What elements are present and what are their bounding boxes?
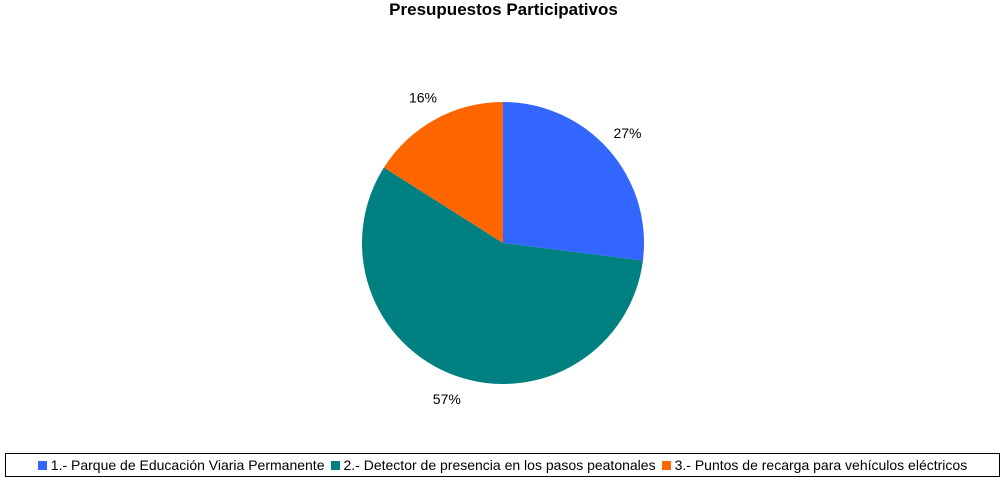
pie-labels: 27% 57% 16% xyxy=(409,90,642,408)
chart-title: Presupuestos Participativos xyxy=(389,0,618,19)
pie-label-2: 57% xyxy=(433,391,461,407)
pie-slices xyxy=(362,102,645,384)
pie-slice-2 xyxy=(362,167,643,384)
pie-label-1: 27% xyxy=(613,125,641,141)
pie-label-3: 16% xyxy=(409,90,437,106)
legend-swatch-1 xyxy=(37,460,47,470)
legend-label-1: 1.- Parque de Educación Viaria Permanent… xyxy=(50,457,325,473)
legend-label-3: 3.- Puntos de recarga para vehículos elé… xyxy=(674,457,968,473)
pie-slice-1 xyxy=(503,102,645,261)
legend-swatch-2 xyxy=(330,460,340,470)
pie-slice-3 xyxy=(383,102,503,243)
pie-chart: 27% 57% 16% xyxy=(362,90,645,408)
legend-swatch-3 xyxy=(661,460,671,470)
legend-label-2: 2.- Detector de presencia en los pasos p… xyxy=(343,457,656,473)
legend-item-2: 2.- Detector de presencia en los pasos p… xyxy=(330,457,656,473)
legend-item-3: 3.- Puntos de recarga para vehículos elé… xyxy=(661,457,968,473)
chart-legend: 1.- Parque de Educación Viaria Permanent… xyxy=(5,453,1000,477)
legend-item-1: 1.- Parque de Educación Viaria Permanent… xyxy=(37,457,325,473)
